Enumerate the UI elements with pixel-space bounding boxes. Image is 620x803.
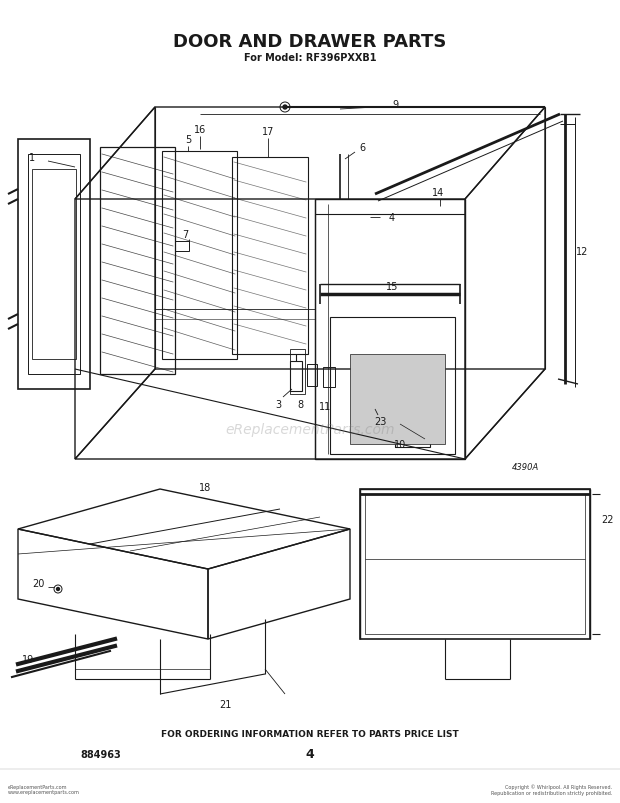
Bar — [323, 368, 335, 388]
Text: 7: 7 — [182, 230, 188, 240]
Text: 15: 15 — [386, 282, 398, 291]
Circle shape — [283, 106, 287, 110]
Text: 16: 16 — [194, 124, 206, 135]
Text: eReplacementParts.com: eReplacementParts.com — [225, 422, 395, 437]
Text: DOOR AND DRAWER PARTS: DOOR AND DRAWER PARTS — [174, 33, 446, 51]
Text: 8: 8 — [297, 400, 303, 410]
Text: 11: 11 — [319, 402, 331, 411]
Bar — [307, 365, 317, 386]
Text: 23: 23 — [374, 417, 386, 426]
Text: eReplacementParts.com
www.ereplacementparts.com: eReplacementParts.com www.ereplacementpa… — [8, 784, 80, 794]
Text: For Model: RF396PXXB1: For Model: RF396PXXB1 — [244, 53, 376, 63]
Text: 12: 12 — [576, 247, 588, 257]
Text: 4: 4 — [306, 748, 314, 760]
Bar — [290, 361, 302, 392]
Text: 10: 10 — [394, 439, 406, 450]
Text: 5: 5 — [185, 135, 191, 145]
Circle shape — [56, 588, 60, 591]
Text: 21: 21 — [219, 699, 231, 709]
Text: 4390A: 4390A — [512, 463, 539, 472]
Text: 4: 4 — [389, 213, 395, 222]
Bar — [395, 419, 430, 447]
Text: 3: 3 — [275, 400, 281, 410]
Text: FOR ORDERING INFORMATION REFER TO PARTS PRICE LIST: FOR ORDERING INFORMATION REFER TO PARTS … — [161, 730, 459, 739]
Polygon shape — [350, 355, 445, 444]
Text: 884963: 884963 — [80, 749, 121, 759]
Text: 17: 17 — [262, 127, 274, 137]
Text: 18: 18 — [199, 483, 211, 492]
Text: 9: 9 — [392, 100, 398, 110]
Text: 14: 14 — [432, 188, 444, 198]
Text: 22: 22 — [602, 515, 614, 524]
Text: Copyright © Whirlpool. All Rights Reserved.
Republication or redistribution stri: Copyright © Whirlpool. All Rights Reserv… — [490, 783, 612, 795]
Text: 6: 6 — [359, 143, 365, 153]
Bar — [175, 242, 189, 251]
Text: 20: 20 — [32, 578, 44, 589]
Text: 1: 1 — [29, 153, 35, 163]
Text: 19: 19 — [22, 654, 34, 664]
